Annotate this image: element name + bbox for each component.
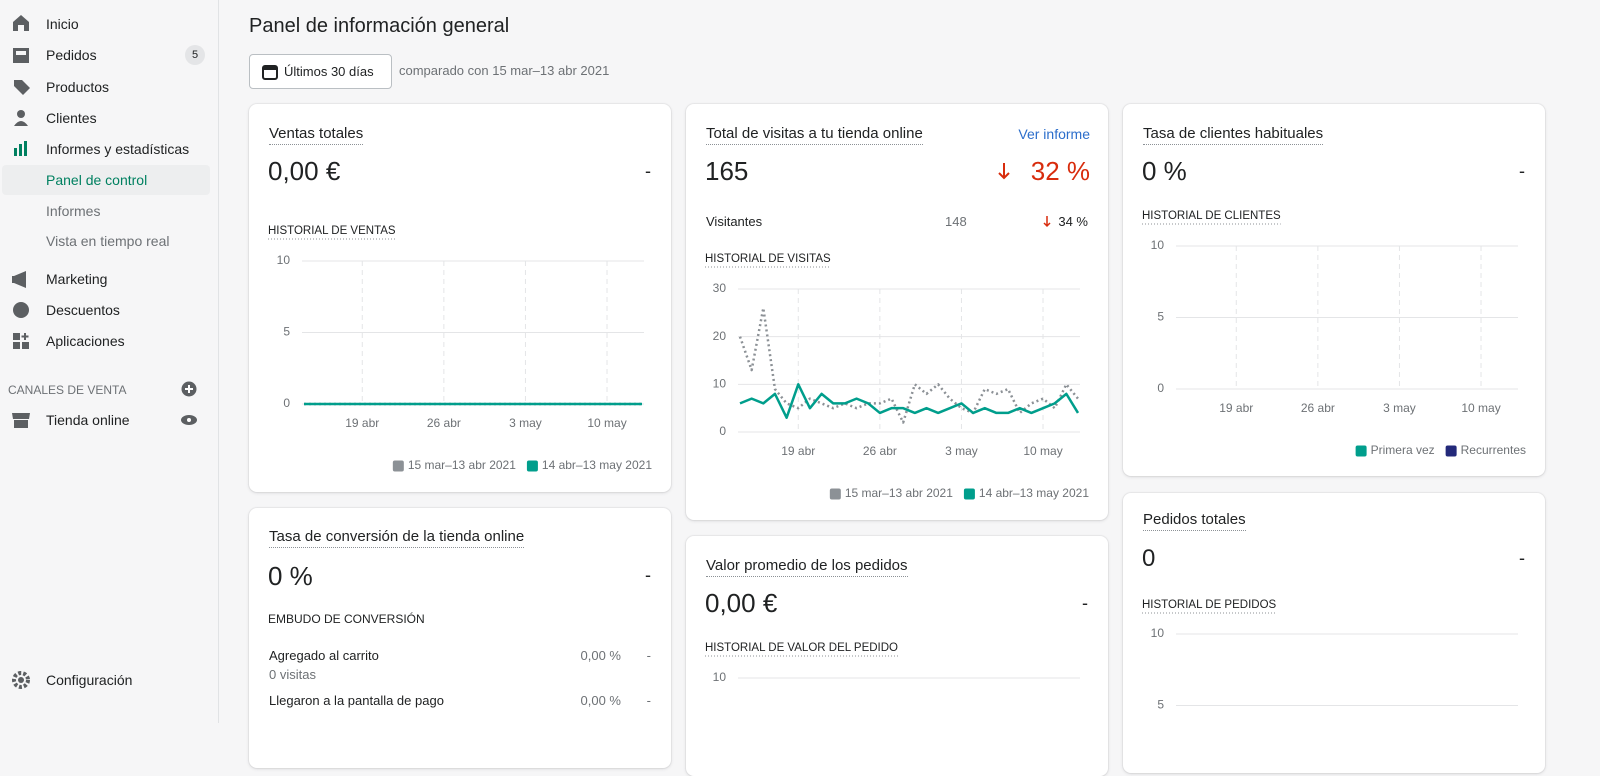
card-title: Valor promedio de los pedidos — [706, 557, 908, 577]
page: Inicio Pedidos 5 Productos Clientes Info… — [0, 0, 1545, 723]
card-title: Tasa de clientes habituales — [1143, 125, 1324, 145]
row-label: Llegaron a la pantalla de pago — [269, 693, 444, 708]
badge-bg — [185, 45, 205, 65]
date-button[interactable]: Últimos 30 días — [249, 54, 392, 89]
active-item-bg — [2, 165, 210, 195]
discounts-icon — [13, 302, 29, 318]
card-value: 0 — [1142, 545, 1156, 572]
nav-item[interactable]: Informes y estadísticas — [46, 141, 190, 157]
row-change: - — [646, 693, 651, 708]
report-link[interactable]: Ver informe — [1018, 126, 1090, 142]
subnav-item[interactable]: Informes — [46, 203, 101, 219]
subnav-item[interactable]: Panel de control — [46, 172, 148, 188]
orders-badge: 5 — [191, 49, 199, 61]
nav-item[interactable]: Inicio — [46, 16, 79, 32]
row-change: - — [646, 648, 651, 663]
nav-item[interactable]: Configuración — [46, 672, 133, 688]
card-change: - — [1519, 548, 1525, 568]
nav-item[interactable]: Pedidos — [46, 47, 97, 63]
calendar-icon — [262, 65, 278, 80]
row-label: Visitantes — [706, 214, 763, 229]
card: Total de visitas a tu tienda online Ver … — [686, 104, 1108, 520]
card-value: 165 — [705, 156, 749, 186]
card-title: Tasa de conversión de la tienda online — [269, 528, 525, 548]
marketing-icon — [12, 271, 26, 288]
nav-item[interactable]: Marketing — [46, 271, 108, 287]
card-value: 0,00 € — [705, 588, 778, 618]
card: Pedidos totales 0 - — [1123, 493, 1545, 773]
comparison: comparado con 15 mar–13 abr 2021 — [399, 63, 610, 78]
card-title: Pedidos totales — [1143, 511, 1246, 531]
nav-item[interactable]: Clientes — [46, 110, 97, 126]
card-change: 32 % — [1030, 156, 1090, 186]
nav-item[interactable]: Productos — [46, 79, 110, 95]
orders-icon — [13, 48, 29, 63]
card-title: Ventas totales — [269, 125, 364, 145]
page-title: Panel de información general — [249, 15, 510, 37]
row-change: 34 % — [1058, 214, 1088, 229]
card-change: - — [645, 161, 651, 181]
card-value: 0,00 € — [268, 156, 341, 186]
section-title: EMBUDO DE CONVERSIÓN — [268, 612, 425, 626]
card-value: 0 % — [1142, 156, 1187, 186]
down-arrow — [1043, 216, 1051, 228]
sidebar-icons — [2, 15, 210, 689]
customers-icon — [14, 121, 28, 126]
card: Tasa de clientes habituales 0 % - — [1123, 104, 1545, 476]
subnav-item[interactable]: Vista en tiempo real — [46, 233, 170, 249]
card-title: Total de visitas a tu tienda online — [706, 125, 923, 145]
nav-item[interactable]: Aplicaciones — [46, 333, 125, 349]
products-icon — [14, 80, 30, 95]
card-change: - — [645, 565, 651, 585]
row-label: Agregado al carrito — [269, 648, 379, 663]
row-detail: 0 visitas — [269, 667, 316, 682]
card: Tasa de conversión de la tienda online 0… — [249, 508, 671, 768]
store-icon — [12, 413, 30, 428]
date-button-label: Últimos 30 días — [284, 64, 374, 79]
nav-item[interactable]: Tienda online — [46, 412, 130, 428]
nav-item[interactable]: Descuentos — [46, 302, 120, 318]
sidebar: Inicio Pedidos 5 Productos Clientes Info… — [0, 0, 219, 723]
row-value: 148 — [945, 214, 967, 229]
card-value: 0 % — [268, 561, 313, 591]
row-value: 0,00 % — [580, 648, 621, 663]
card-change: - — [1519, 161, 1525, 181]
section-title: CANALES DE VENTA — [8, 383, 127, 397]
card-change: - — [1082, 593, 1088, 613]
down-arrow — [998, 163, 1010, 180]
row-value: 0,00 % — [580, 693, 621, 708]
card: Ventas totales 0,00 € - — [249, 104, 671, 492]
card: Valor promedio de los pedidos 0,00 € - — [686, 536, 1108, 776]
home-icon — [13, 15, 29, 31]
